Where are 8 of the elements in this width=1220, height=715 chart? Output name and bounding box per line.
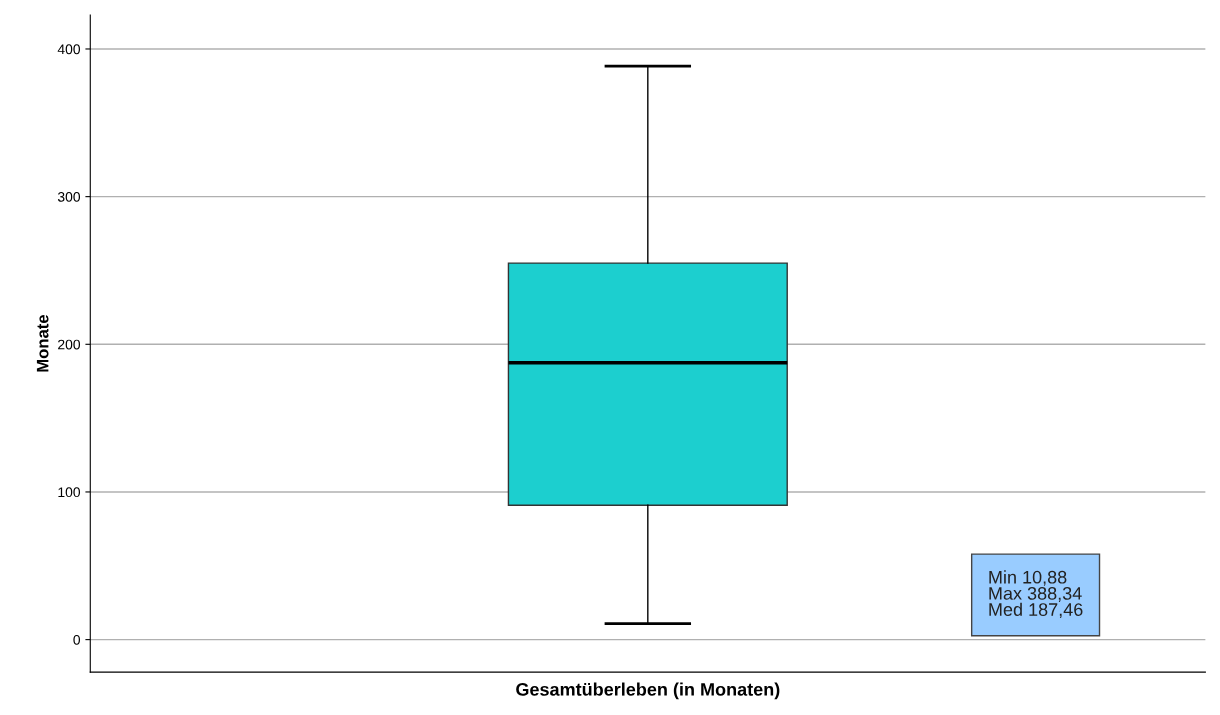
annotation: Min 10,88 Max 388,34 Med 187,46 xyxy=(989,570,1083,619)
y-tick-label: 300 xyxy=(57,191,81,202)
x-axis-title: Gesamtüberleben (in Monaten) xyxy=(516,682,780,700)
y-axis-title: Monate xyxy=(36,314,49,372)
y-tick-label: 200 xyxy=(58,339,81,350)
y-tick-label: 100 xyxy=(58,487,81,498)
y-tick-label: 0 xyxy=(73,634,81,645)
y-tick-label: 400 xyxy=(57,44,81,55)
